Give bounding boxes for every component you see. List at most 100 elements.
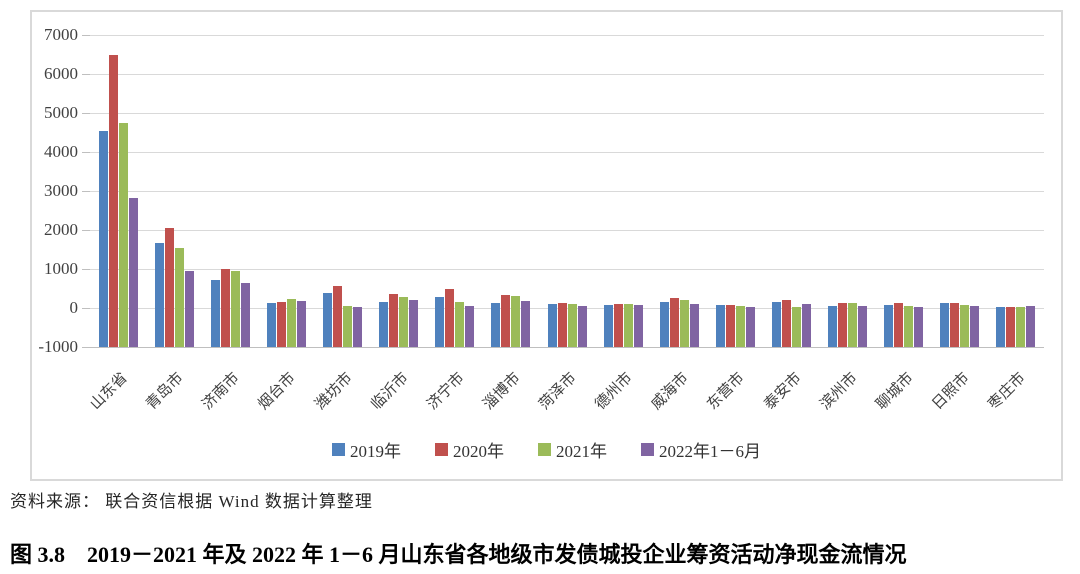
bar xyxy=(465,305,475,347)
y-axis-tick xyxy=(82,74,90,75)
bar xyxy=(108,54,118,347)
bar xyxy=(389,294,399,347)
bar xyxy=(409,300,419,347)
gridline xyxy=(90,35,1044,36)
y-tick-label: 1000 xyxy=(44,259,78,278)
bar xyxy=(164,227,174,347)
legend-item: 2021年 xyxy=(538,437,607,462)
bar xyxy=(445,288,455,347)
y-axis-tick xyxy=(82,230,90,231)
bar xyxy=(455,301,465,347)
legend-item: 2019年 xyxy=(332,437,401,462)
legend-swatch-icon xyxy=(435,443,448,456)
bar xyxy=(577,306,587,347)
y-tick-label: 0 xyxy=(69,298,79,317)
gridline xyxy=(90,308,1044,309)
bar xyxy=(914,307,924,347)
legend-swatch-icon xyxy=(538,443,551,456)
bar xyxy=(894,302,904,347)
bar xyxy=(118,122,128,348)
bar xyxy=(689,304,699,347)
bar xyxy=(960,304,970,347)
bar xyxy=(379,301,389,347)
y-tick-label: 2000 xyxy=(44,220,78,239)
bar xyxy=(802,303,811,347)
bar xyxy=(276,301,286,347)
gridline xyxy=(90,230,1044,231)
chart-legend: 2019年 2020年 2021年 2022年1－6月 xyxy=(32,437,1061,462)
y-axis-tick xyxy=(82,152,90,153)
bar xyxy=(210,279,220,347)
bar xyxy=(547,304,557,347)
bar xyxy=(623,303,633,347)
bar xyxy=(848,303,858,347)
bar xyxy=(184,270,194,347)
legend-swatch-icon xyxy=(641,443,654,456)
bar xyxy=(353,307,362,347)
legend-item: 2020年 xyxy=(435,437,504,462)
legend-label: 2022年1－6月 xyxy=(659,442,761,461)
bar xyxy=(996,306,1006,347)
bar xyxy=(128,198,138,347)
bar xyxy=(333,285,342,347)
gridline xyxy=(90,269,1044,270)
bar xyxy=(1016,306,1026,347)
gridline xyxy=(90,347,1044,348)
bar xyxy=(567,304,577,347)
gridline xyxy=(90,191,1044,192)
bar xyxy=(792,306,801,347)
y-axis-tick xyxy=(82,35,90,36)
gridline xyxy=(90,74,1044,75)
bar-chart: 2019年 2020年 2021年 2022年1－6月 7000 6000 5000 400… xyxy=(30,10,1063,481)
bar xyxy=(98,130,108,347)
bar xyxy=(940,302,950,347)
bar xyxy=(669,297,679,347)
legend-label: 2019年 xyxy=(350,442,401,461)
y-tick-label: -1000 xyxy=(38,337,78,356)
y-axis-tick xyxy=(82,269,90,270)
bar xyxy=(399,296,409,347)
y-tick-label: 6000 xyxy=(44,64,78,83)
bar xyxy=(970,305,980,347)
bar xyxy=(715,305,725,347)
legend-swatch-icon xyxy=(332,443,345,456)
bar xyxy=(521,300,531,347)
legend-label: 2021年 xyxy=(556,442,607,461)
legend-label: 2020年 xyxy=(453,442,504,461)
legend-item: 2022年1－6月 xyxy=(641,437,761,462)
bar xyxy=(659,301,669,347)
y-axis-tick xyxy=(82,347,90,348)
bar xyxy=(613,303,623,347)
figure-caption: 图 3.8 2019－2021 年及 2022 年 1－6 月山东省各地级市发债… xyxy=(10,542,907,567)
bar xyxy=(1026,306,1036,347)
source-note: 资料来源： 联合资信根据 Wind 数据计算整理 xyxy=(10,492,373,511)
gridline xyxy=(90,152,1044,153)
bar xyxy=(240,283,250,347)
bar xyxy=(1006,306,1016,347)
gridline xyxy=(90,113,1044,114)
bar xyxy=(725,305,735,347)
bar xyxy=(904,305,914,347)
bar xyxy=(782,300,791,347)
bar xyxy=(884,305,894,347)
bar xyxy=(286,299,296,347)
bar xyxy=(950,302,960,347)
bar xyxy=(858,305,868,347)
bar xyxy=(266,302,276,347)
bar xyxy=(557,302,567,347)
y-tick-label: 7000 xyxy=(44,25,78,44)
bar xyxy=(772,302,781,347)
y-tick-label: 3000 xyxy=(44,181,78,200)
bar xyxy=(828,305,838,347)
bar xyxy=(343,306,352,347)
bar xyxy=(323,293,332,347)
bar xyxy=(296,300,306,347)
y-tick-label: 5000 xyxy=(44,103,78,122)
bar xyxy=(603,304,613,347)
bar xyxy=(838,303,848,347)
bar xyxy=(633,305,643,347)
bar xyxy=(745,306,755,347)
bar xyxy=(220,269,230,347)
bar xyxy=(501,295,511,347)
